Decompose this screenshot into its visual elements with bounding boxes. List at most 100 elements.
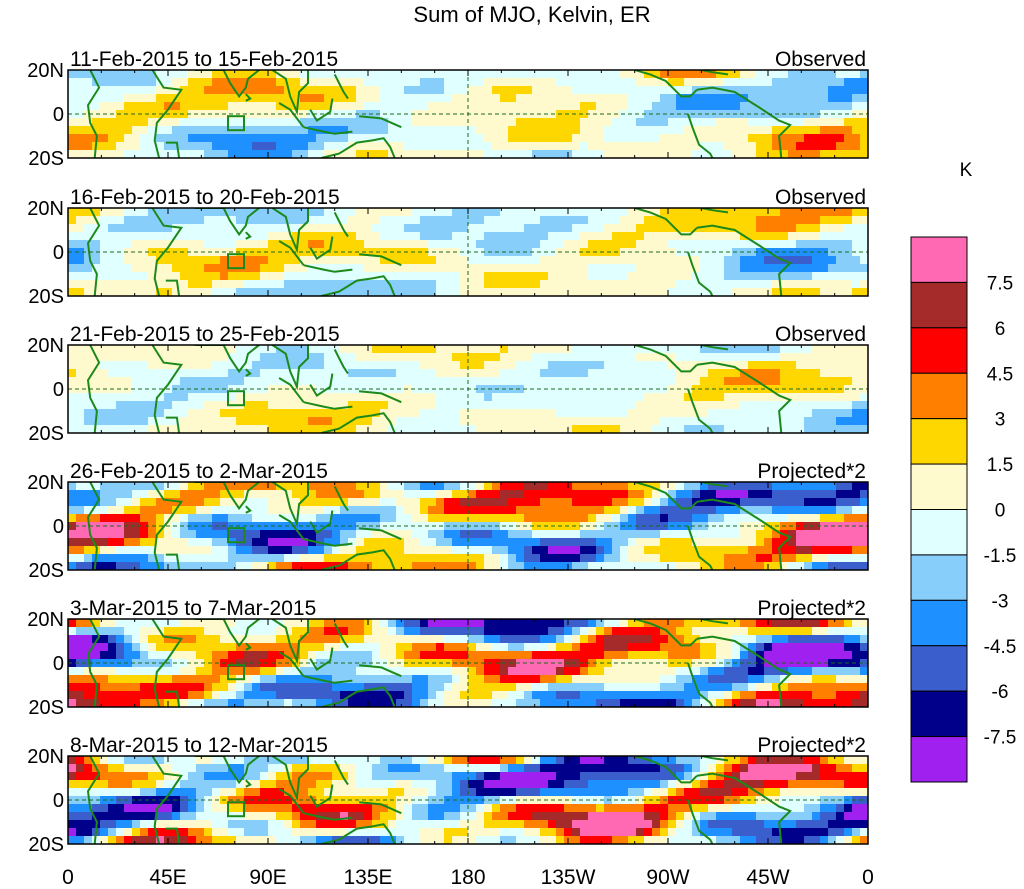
y-tick-label: 20S (28, 286, 64, 308)
field-cell (660, 118, 669, 127)
field-cell (388, 506, 397, 515)
field-cell (412, 110, 421, 119)
field-cell (564, 216, 573, 225)
field-cell (220, 377, 229, 386)
field-cell (620, 118, 629, 127)
field-cell (380, 94, 389, 103)
field-cell (476, 546, 485, 555)
field-cell (764, 498, 773, 507)
field-cell (620, 280, 629, 289)
field-cell (140, 554, 149, 563)
field-cell (500, 240, 509, 249)
field-cell (604, 102, 613, 111)
field-cell (204, 216, 213, 225)
field-cell (372, 118, 381, 127)
field-cell (236, 353, 245, 362)
field-cell (332, 417, 341, 426)
field-cell (636, 482, 645, 491)
field-cell (116, 554, 125, 563)
field-cell (132, 150, 141, 158)
field-cell (244, 216, 253, 225)
field-cell (324, 208, 333, 217)
field-cell (764, 361, 773, 370)
field-cell (364, 393, 373, 402)
field-cell (324, 425, 333, 433)
field-cell (596, 256, 605, 265)
field-cell (100, 288, 109, 296)
field-cell (708, 86, 717, 95)
field-cell (796, 409, 805, 418)
field-cell (364, 86, 373, 95)
field-cell (628, 248, 637, 257)
field-cell (740, 126, 749, 135)
field-cell (572, 538, 581, 547)
field-cell (604, 498, 613, 507)
field-cell (412, 369, 421, 378)
field-cell (236, 377, 245, 386)
field-cell (740, 425, 749, 433)
field-cell (596, 554, 605, 563)
field-cell (116, 78, 125, 87)
field-cell (276, 409, 285, 418)
field-cell (556, 224, 565, 233)
field-cell (204, 482, 213, 491)
field-cell (124, 126, 133, 135)
field-cell (524, 70, 533, 79)
field-cell (212, 102, 221, 111)
field-cell (356, 126, 365, 135)
field-cell (572, 94, 581, 103)
field-cell (588, 425, 597, 433)
field-cell (476, 490, 485, 499)
field-cell (492, 126, 501, 135)
field-cell (852, 288, 861, 296)
field-cell (540, 369, 549, 378)
field-cell (660, 134, 669, 143)
field-cell (252, 490, 261, 499)
field-cell (588, 522, 597, 531)
field-cell (836, 417, 845, 426)
field-cell (508, 619, 517, 628)
field-cell (156, 530, 165, 539)
field-cell (76, 369, 85, 378)
field-cell (84, 264, 93, 273)
field-cell (204, 102, 213, 111)
field-cell (740, 134, 749, 143)
field-cell (436, 482, 445, 491)
field-cell (76, 385, 85, 394)
field-cell (588, 554, 597, 563)
field-cell (420, 264, 429, 273)
field-cell (132, 490, 141, 499)
panel-2: 16-Feb-2015 to 20-Feb-2015 Observed20N020… (27, 186, 869, 308)
field-cell (420, 94, 429, 103)
field-cell (284, 134, 293, 143)
field-cell (204, 280, 213, 289)
field-cell (132, 522, 141, 531)
field-cell (180, 353, 189, 362)
field-cell (444, 635, 453, 644)
field-cell (532, 272, 541, 281)
field-cell (508, 142, 517, 151)
field-cell (748, 208, 757, 217)
field-cell (836, 377, 845, 386)
field-cell (100, 280, 109, 289)
field-cell (164, 353, 173, 362)
field-cell (108, 70, 117, 79)
field-cell (780, 345, 789, 354)
field-cell (804, 86, 813, 95)
field-cell (100, 208, 109, 217)
field-cell (364, 538, 373, 547)
field-cell (380, 288, 389, 296)
field-cell (748, 232, 757, 241)
field-cell (212, 134, 221, 143)
field-cell (484, 361, 493, 370)
field-cell (620, 619, 629, 628)
field-cell (68, 385, 77, 394)
field-cell (268, 70, 277, 79)
field-cell (468, 619, 477, 628)
field-cell (308, 345, 317, 354)
field-cell (444, 425, 453, 433)
field-cell (580, 224, 589, 233)
field-cell (108, 232, 117, 241)
field-cell (148, 554, 157, 563)
field-cell (100, 142, 109, 151)
